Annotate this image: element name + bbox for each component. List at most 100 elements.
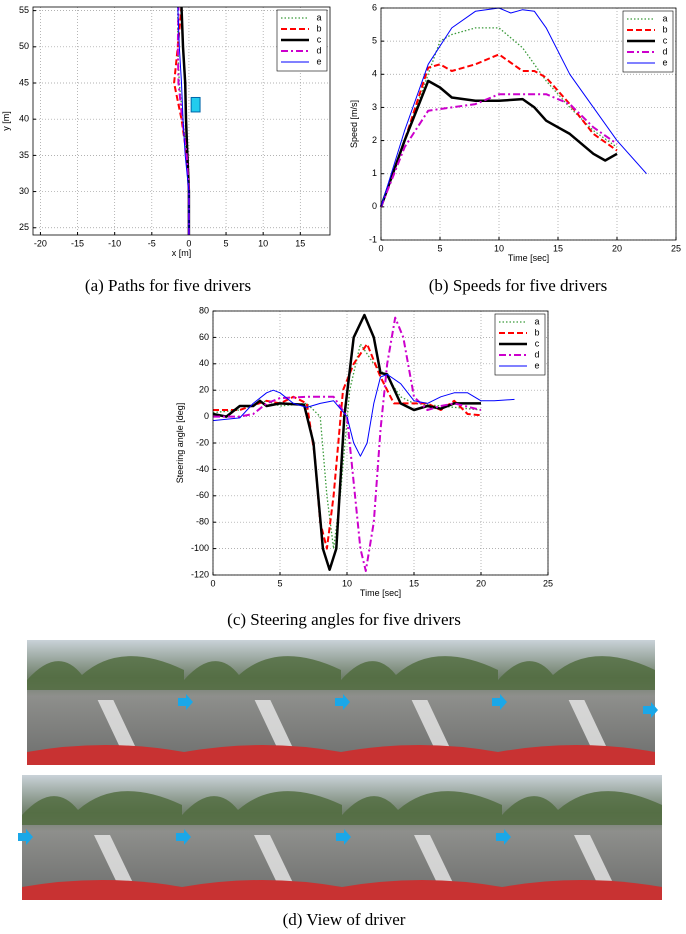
x-tick-label: -5 <box>148 238 156 248</box>
lane <box>94 835 134 885</box>
y-axis-label: Speed [m/s] <box>349 100 359 148</box>
y-tick-label: 45 <box>19 77 29 87</box>
lane <box>254 700 294 750</box>
x-tick-label: 0 <box>186 238 191 248</box>
arrow <box>178 694 193 710</box>
lane <box>574 835 614 885</box>
legend-label: a <box>534 316 539 326</box>
photo <box>342 775 502 900</box>
arrow <box>335 694 350 710</box>
y-tick-label: 55 <box>19 5 29 15</box>
caption: (a) Paths for five drivers <box>85 276 251 295</box>
series-line <box>379 79 618 208</box>
series-line <box>212 313 481 571</box>
y-tick-label: -80 <box>196 517 209 527</box>
x-tick-label: 15 <box>295 238 305 248</box>
y-tick-label: 4 <box>372 69 377 79</box>
legend-label: b <box>534 327 539 337</box>
y-tick-label: -60 <box>196 490 209 500</box>
x-axis-label: Time [sec] <box>508 253 549 263</box>
y-tick-label: -1 <box>369 234 377 244</box>
arrow <box>496 829 511 845</box>
series-line <box>176 6 190 235</box>
x-tick-label: 15 <box>409 578 419 588</box>
frame <box>32 6 331 236</box>
series-line <box>212 373 515 457</box>
y-tick-label: -100 <box>191 543 209 553</box>
y-axis-label: Steering angle [deg] <box>175 403 185 484</box>
trees <box>342 791 502 825</box>
lane <box>411 700 451 750</box>
y-tick-label: 6 <box>372 2 377 12</box>
y-tick-label: 25 <box>19 222 29 232</box>
photo <box>341 640 498 765</box>
photo <box>502 775 662 900</box>
x-tick-label: 20 <box>476 578 486 588</box>
x-tick-label: 15 <box>553 243 563 253</box>
y-tick-label: 60 <box>199 332 209 342</box>
y-tick-label: -40 <box>196 464 209 474</box>
legend-label: a <box>316 12 321 22</box>
legend-label: c <box>535 338 540 348</box>
trees <box>498 656 655 690</box>
legend-label: c <box>317 34 322 44</box>
caption: (d) View of driver <box>283 910 406 929</box>
legend-label: e <box>316 56 321 66</box>
trees <box>184 656 341 690</box>
y-tick-label: 5 <box>372 36 377 46</box>
frame <box>212 310 549 576</box>
y-tick-label: 80 <box>199 305 209 315</box>
y-tick-label: 0 <box>372 201 377 211</box>
x-tick-label: 0 <box>378 243 383 253</box>
y-tick-label: 50 <box>19 41 29 51</box>
x-axis-label: x [m] <box>172 248 192 258</box>
y-tick-label: 20 <box>199 385 209 395</box>
arrow <box>176 829 191 845</box>
frame <box>380 7 677 241</box>
lane <box>568 700 608 750</box>
x-tick-label: -20 <box>34 238 47 248</box>
series-line <box>213 316 482 572</box>
arrow <box>336 829 351 845</box>
legend-label: d <box>316 45 321 55</box>
hood <box>502 880 662 900</box>
y-tick-label: 40 <box>199 358 209 368</box>
legend-label: a <box>662 13 667 23</box>
hood <box>22 880 182 900</box>
photo <box>498 640 655 765</box>
legend-label: e <box>534 360 539 370</box>
y-tick-label: 1 <box>372 168 377 178</box>
arrow <box>643 702 658 718</box>
y-tick-label: -20 <box>196 437 209 447</box>
legend-label: d <box>662 46 667 56</box>
trees <box>182 791 342 825</box>
hood <box>182 880 342 900</box>
y-tick-label: 0 <box>204 411 209 421</box>
trees <box>341 656 498 690</box>
legend-label: d <box>534 349 539 359</box>
series-line <box>380 93 618 208</box>
y-tick-label: 2 <box>372 135 377 145</box>
legend-label: b <box>316 23 321 33</box>
x-tick-label: 10 <box>258 238 268 248</box>
arrow <box>492 694 507 710</box>
y-tick-label: 3 <box>372 102 377 112</box>
series-line <box>380 7 647 208</box>
arrow <box>18 829 33 845</box>
x-tick-label: 10 <box>342 578 352 588</box>
series-line <box>380 53 618 208</box>
series-line <box>173 6 190 235</box>
lane <box>254 835 294 885</box>
photo <box>182 775 342 900</box>
photo <box>27 640 184 765</box>
photo <box>184 640 341 765</box>
hood <box>498 745 655 765</box>
hood <box>184 745 341 765</box>
legend-label: c <box>663 35 668 45</box>
trees <box>22 791 182 825</box>
caption: (c) Steering angles for five drivers <box>227 610 461 629</box>
trees <box>502 791 662 825</box>
x-tick-label: 0 <box>210 578 215 588</box>
